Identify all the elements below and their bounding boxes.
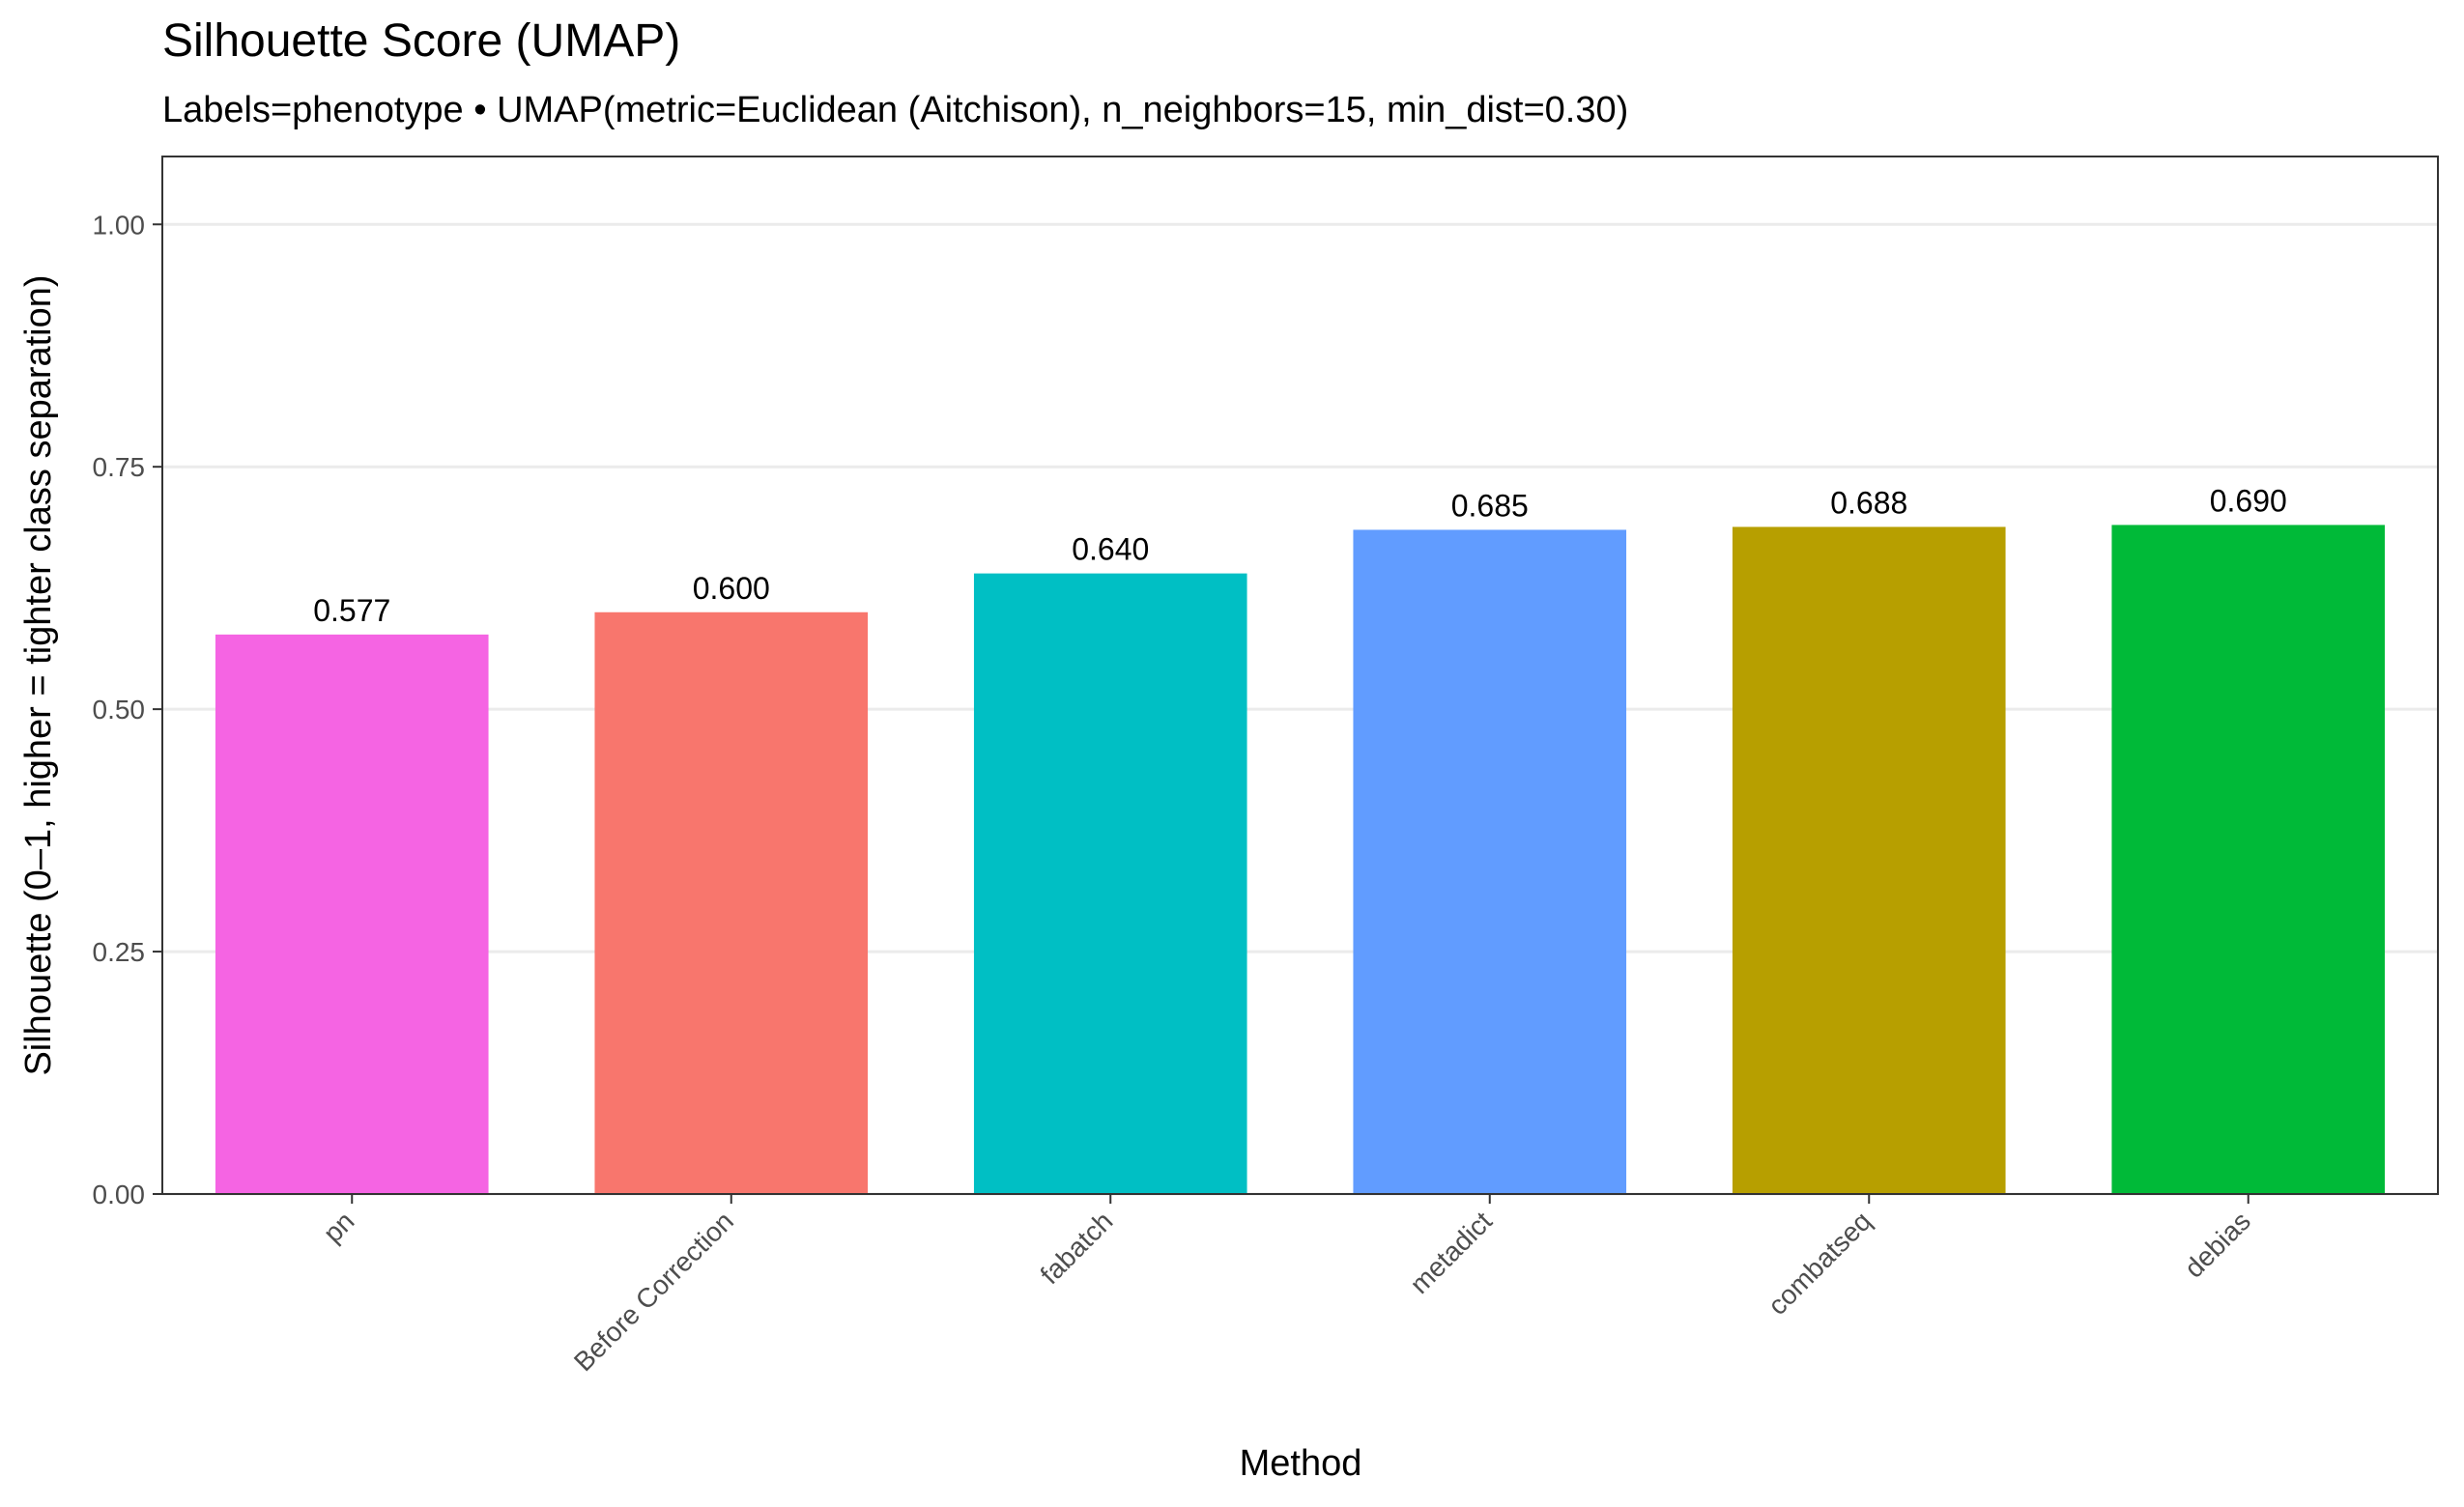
data-label: 0.640 — [1072, 532, 1149, 567]
plot-background — [162, 156, 2438, 1194]
chart-title: Silhouette Score (UMAP) — [162, 15, 681, 67]
y-axis-label: Silhouette (0–1, higher = tighter class … — [18, 274, 59, 1075]
y-tick-label: 0.00 — [93, 1180, 146, 1209]
x-tick-label: fabatch — [1035, 1206, 1119, 1290]
x-axis-label: Method — [1240, 1443, 1362, 1484]
x-tick-label: combatseq — [1762, 1206, 1877, 1321]
data-label: 0.600 — [693, 571, 770, 606]
x-tick-label: debias — [2179, 1206, 2256, 1283]
bar-fabatch — [973, 573, 1247, 1194]
x-axis: pn Before Correction fabatch metadict combat… — [318, 1194, 2256, 1377]
bar-combatseq — [1732, 526, 2006, 1194]
bar-debias — [2111, 525, 2386, 1194]
data-label: 0.685 — [1451, 488, 1529, 523]
data-label: 0.690 — [2210, 483, 2287, 518]
y-tick-label: 0.25 — [93, 937, 146, 967]
y-axis: 0.00 0.25 0.50 0.75 1.00 — [93, 210, 162, 1209]
x-tick-label: metadict — [1404, 1206, 1498, 1299]
data-label: 0.688 — [1830, 485, 1907, 520]
bars — [215, 525, 2386, 1194]
y-tick-label: 0.75 — [93, 452, 146, 482]
bar-metadict — [1353, 529, 1627, 1194]
bar-pn — [215, 634, 489, 1194]
y-tick-label: 0.50 — [93, 695, 146, 725]
x-tick-label: Before Correction — [568, 1206, 739, 1377]
y-tick-label: 1.00 — [93, 210, 146, 240]
bar-before-correction — [594, 611, 869, 1194]
chart-subtitle: Labels=phenotype • UMAP(metric=Euclidean… — [162, 90, 1629, 130]
x-tick-label: pn — [318, 1206, 360, 1248]
data-labels: 0.577 0.600 0.640 0.685 0.688 0.690 — [313, 483, 2287, 627]
data-label: 0.577 — [313, 593, 390, 628]
plot-border — [161, 156, 2439, 1195]
